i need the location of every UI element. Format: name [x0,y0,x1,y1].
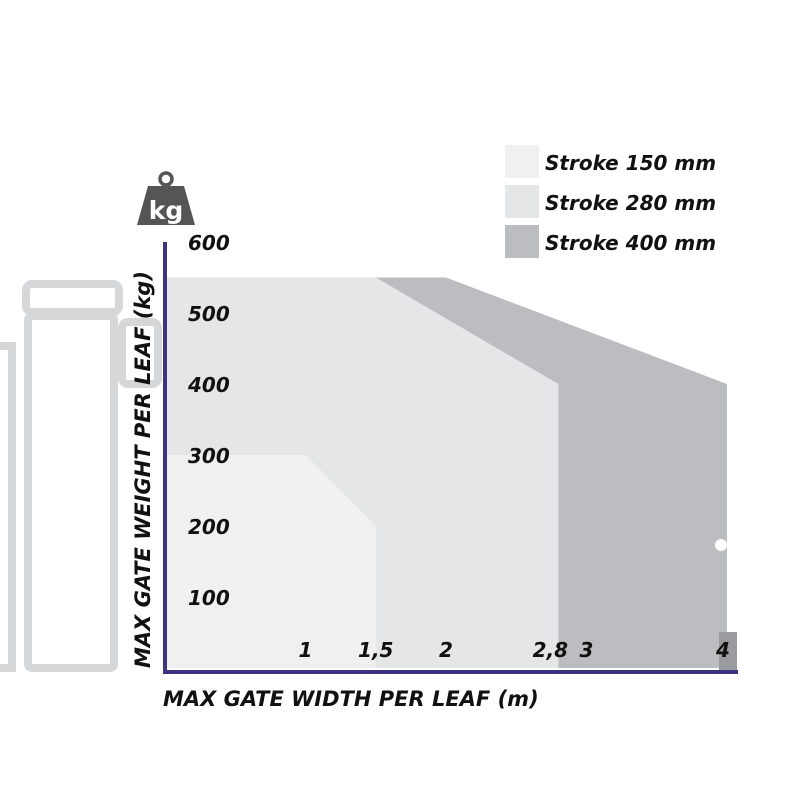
area-stroke-150-mm [165,455,376,668]
y-tick-label: 200 [188,515,230,539]
legend-label: Stroke 280 mm [545,191,716,215]
weight-kg-icon: kg [137,171,195,225]
y-tick-label: 300 [188,444,230,468]
legend-swatch [505,145,539,178]
y-tick-labels: 100 200 300 400 500 600 [187,231,230,610]
x-tick-label: 4 [715,638,730,662]
x-tick-label: 3 [580,638,594,662]
kg-icon-label: kg [149,196,184,225]
y-tick-label: 600 [188,231,230,255]
legend-label: Stroke 400 mm [545,231,716,255]
x-tick-labels: 1 1,5 2 2,8 3 4 [299,638,730,662]
x-tick-label: 1,5 [358,638,393,662]
legend-swatch [505,185,539,218]
y-tick-label: 100 [188,586,230,610]
legend-swatch [505,225,539,258]
y-axis-title: MAX GATE WEIGHT PER LEAF (kg) [131,271,155,668]
plot-areas [165,277,727,668]
x-axis-title: MAX GATE WIDTH PER LEAF (m) [163,687,539,711]
notch [715,539,727,551]
end-marker [719,632,737,672]
x-tick-label: 2 [439,638,453,662]
y-tick-label: 400 [187,373,230,397]
gate-pillar-illustration [0,280,162,672]
y-tick-label: 500 [188,302,230,326]
x-tick-label: 1 [299,638,313,662]
x-tick-label: 2,8 [533,638,569,662]
legend: Stroke 150 mm Stroke 280 mm Stroke 400 mm [505,145,716,258]
legend-label: Stroke 150 mm [545,151,716,175]
